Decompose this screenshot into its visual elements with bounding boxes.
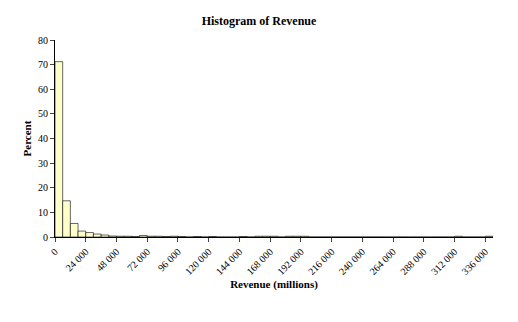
svg-text:24 000: 24 000 <box>63 246 90 273</box>
svg-text:240 000: 240 000 <box>337 246 368 277</box>
svg-text:72 000: 72 000 <box>125 246 152 273</box>
svg-text:50: 50 <box>38 108 48 119</box>
svg-text:288 000: 288 000 <box>398 246 429 277</box>
svg-text:96 000: 96 000 <box>156 246 183 273</box>
svg-text:Percent: Percent <box>21 120 33 156</box>
svg-text:264 000: 264 000 <box>367 246 398 277</box>
svg-text:Histogram of Revenue: Histogram of Revenue <box>202 14 317 28</box>
svg-text:Revenue (millions): Revenue (millions) <box>230 278 318 291</box>
svg-text:70: 70 <box>38 59 48 70</box>
svg-text:40: 40 <box>38 133 48 144</box>
svg-text:10: 10 <box>38 207 48 218</box>
svg-text:60: 60 <box>38 84 48 95</box>
svg-text:216 000: 216 000 <box>306 246 337 277</box>
svg-text:30: 30 <box>38 158 48 169</box>
svg-text:0: 0 <box>43 232 48 243</box>
svg-text:120 000: 120 000 <box>183 246 214 277</box>
svg-text:48 000: 48 000 <box>94 246 121 273</box>
svg-text:80: 80 <box>38 35 48 46</box>
svg-text:144 000: 144 000 <box>214 246 245 277</box>
svg-text:0: 0 <box>49 246 60 257</box>
svg-text:168 000: 168 000 <box>244 246 275 277</box>
svg-text:336 000: 336 000 <box>460 246 491 277</box>
svg-text:312 000: 312 000 <box>429 246 460 277</box>
svg-text:20: 20 <box>38 182 48 193</box>
svg-text:192 000: 192 000 <box>275 246 306 277</box>
